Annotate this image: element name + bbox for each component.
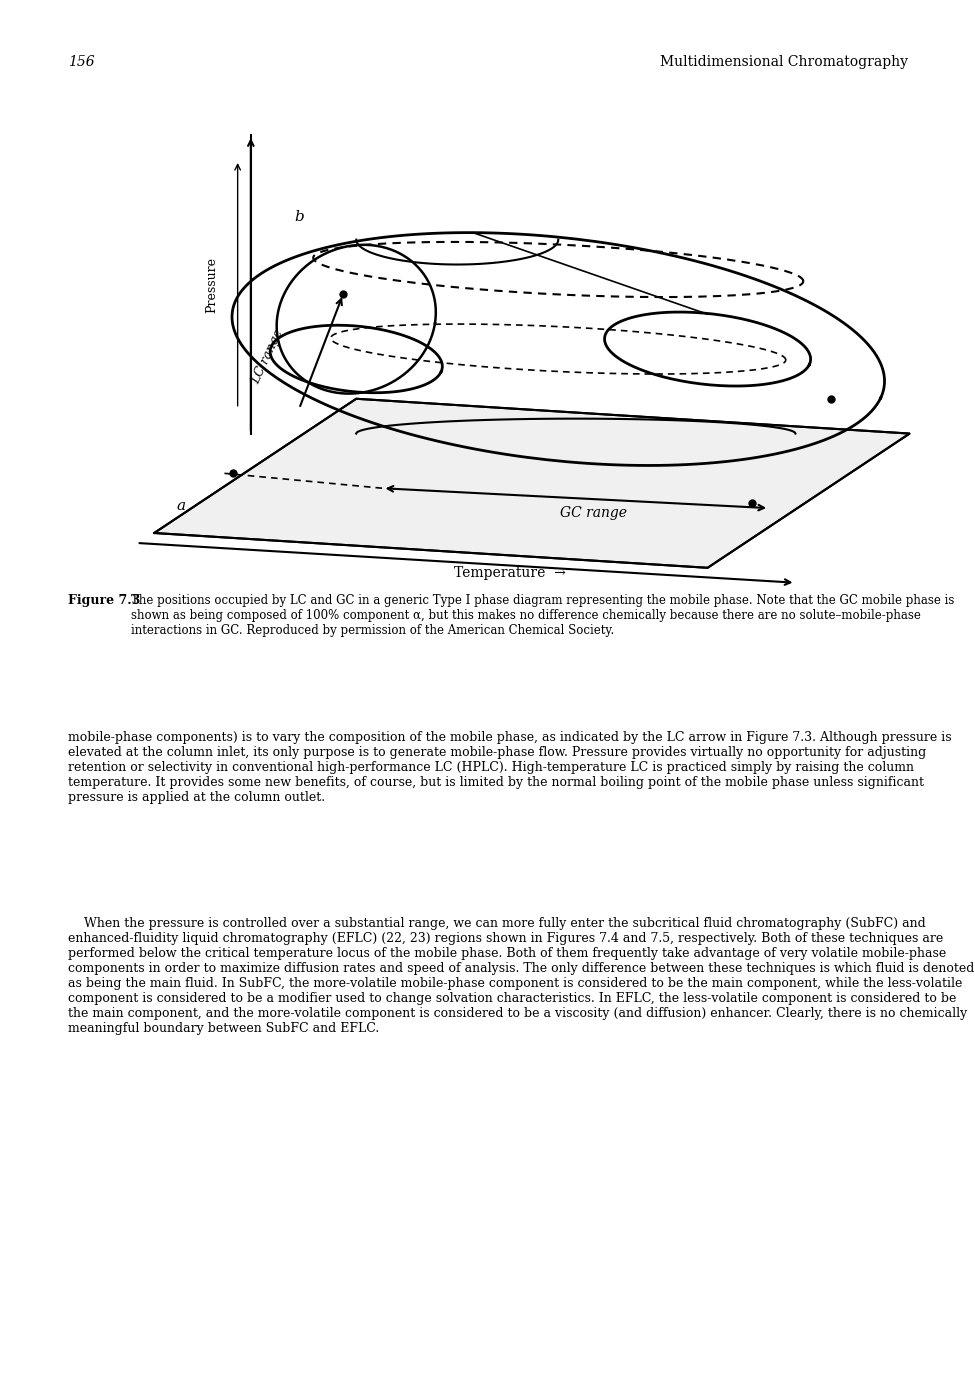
Text: b: b — [294, 210, 303, 224]
Text: Temperature  →: Temperature → — [453, 566, 566, 580]
Text: 156: 156 — [68, 55, 95, 69]
Text: LC range: LC range — [249, 327, 286, 385]
Text: a: a — [176, 499, 185, 512]
Text: Figure 7.3: Figure 7.3 — [68, 594, 149, 606]
Text: When the pressure is controlled over a substantial range, we can more fully ente: When the pressure is controlled over a s… — [68, 917, 974, 1034]
Text: The positions occupied by LC and GC in a generic Type I phase diagram representi: The positions occupied by LC and GC in a… — [131, 594, 954, 637]
Text: Multidimensional Chromatography: Multidimensional Chromatography — [659, 55, 907, 69]
Text: mobile-phase components) is to vary the composition of the mobile phase, as indi: mobile-phase components) is to vary the … — [68, 732, 951, 804]
Polygon shape — [154, 399, 909, 568]
Text: Pressure: Pressure — [205, 257, 217, 312]
Text: GC range: GC range — [560, 505, 626, 519]
